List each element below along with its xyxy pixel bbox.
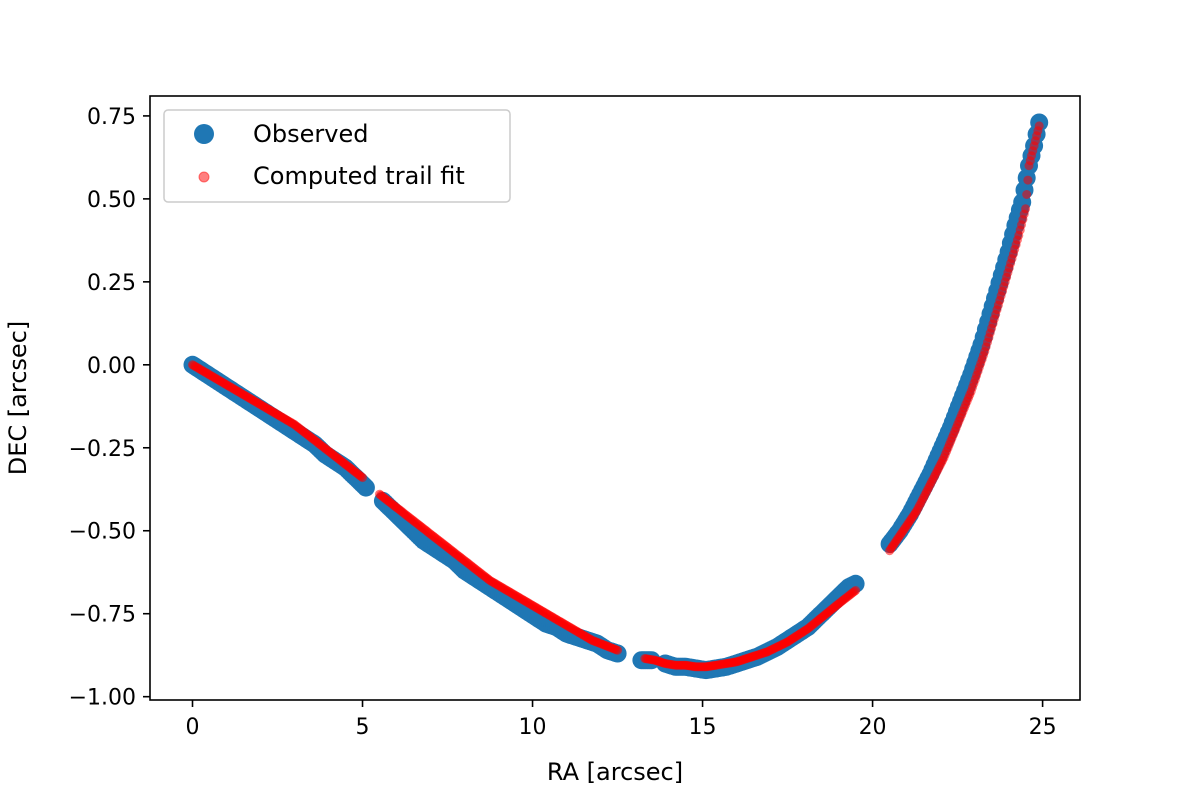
y-tick-label: 0.75 bbox=[87, 105, 136, 130]
x-tick-label: 5 bbox=[356, 715, 370, 740]
y-axis-label: DEC [arcsec] bbox=[4, 321, 32, 475]
y-axis: −1.00 −0.75 −0.50 −0.25 0.00 0.25 0.50 0.75 bbox=[69, 105, 150, 711]
y-tick-label: −0.25 bbox=[69, 437, 136, 462]
legend: Observed Computed trail fit bbox=[163, 109, 511, 203]
legend-observed-label: Observed bbox=[253, 120, 368, 148]
y-tick-label: −0.50 bbox=[69, 520, 136, 545]
legend-observed-marker bbox=[194, 124, 214, 144]
observed-point bbox=[846, 574, 865, 593]
x-tick-label: 25 bbox=[1029, 715, 1057, 740]
y-tick-label: −1.00 bbox=[69, 686, 136, 711]
x-axis: 0 5 10 15 20 25 bbox=[186, 700, 1057, 740]
fit-point bbox=[1021, 204, 1031, 214]
plot-frame bbox=[149, 95, 1081, 701]
x-tick-label: 10 bbox=[519, 715, 547, 740]
legend-fit-marker bbox=[198, 171, 210, 183]
x-tick-label: 20 bbox=[859, 715, 887, 740]
fit-point bbox=[1023, 175, 1033, 185]
y-tick-label: −0.75 bbox=[69, 603, 136, 628]
fit-point bbox=[358, 473, 367, 483]
y-tick-label: 0.25 bbox=[87, 271, 136, 296]
fit-point bbox=[1022, 190, 1032, 199]
fit-point bbox=[613, 645, 623, 655]
x-tick-label: 0 bbox=[186, 715, 200, 740]
y-tick-label: 0.50 bbox=[87, 188, 136, 213]
observed-point bbox=[356, 478, 375, 497]
legend-box bbox=[163, 109, 511, 203]
fit-point bbox=[851, 586, 861, 595]
x-axis-label: RA [arcsec] bbox=[547, 758, 683, 786]
legend-fit-label: Computed trail fit bbox=[253, 162, 465, 190]
fit-series bbox=[188, 121, 1044, 672]
x-tick-label: 15 bbox=[689, 715, 717, 740]
fit-point bbox=[1034, 121, 1044, 131]
y-tick-label: 0.00 bbox=[87, 354, 136, 379]
